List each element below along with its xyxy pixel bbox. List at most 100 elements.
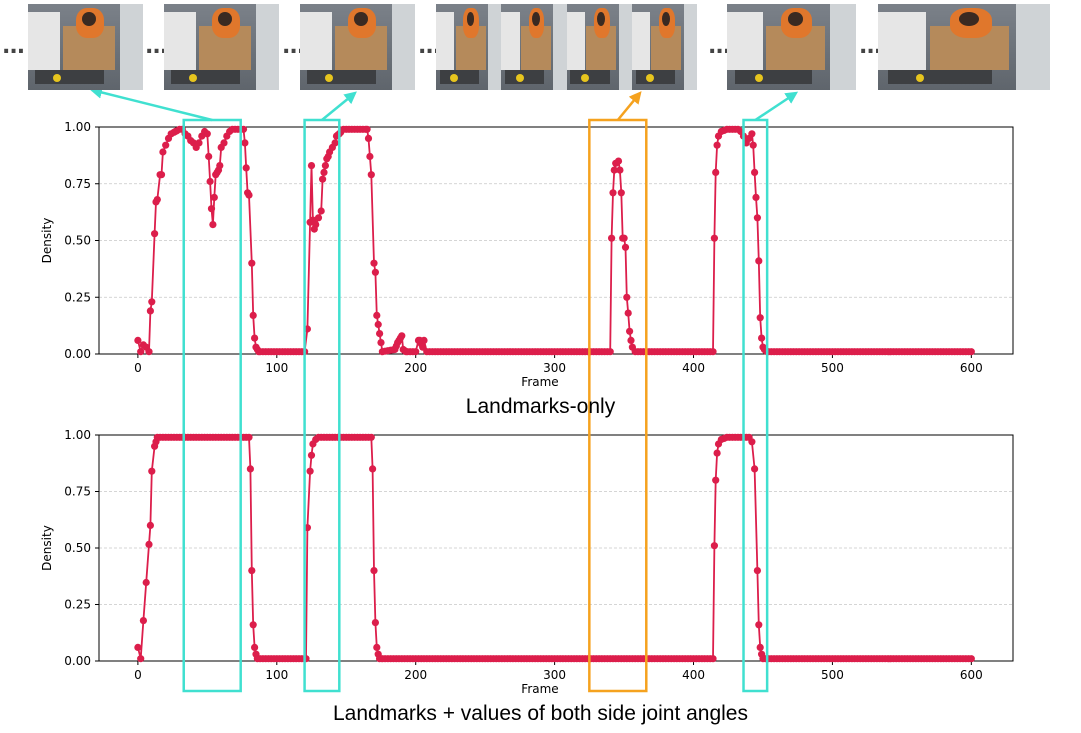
data-point bbox=[712, 168, 720, 176]
data-point bbox=[307, 451, 316, 459]
highlight-arrow bbox=[754, 91, 799, 122]
data-point bbox=[157, 171, 166, 179]
video-frame-thumbnail bbox=[28, 4, 143, 90]
ellipsis: ... bbox=[2, 34, 25, 59]
frame-scene bbox=[436, 4, 502, 90]
data-point bbox=[713, 141, 721, 149]
data-point bbox=[364, 134, 373, 142]
data-point bbox=[374, 320, 382, 329]
data-point bbox=[137, 348, 145, 356]
data-point bbox=[373, 311, 381, 319]
data-point bbox=[331, 139, 339, 147]
data-point bbox=[203, 130, 211, 138]
data-point bbox=[606, 348, 614, 356]
y-tick-label: 1.00 bbox=[64, 120, 91, 134]
data-point bbox=[620, 234, 628, 242]
data-point bbox=[758, 334, 766, 342]
data-point bbox=[610, 166, 618, 174]
caption-landmarks-joint-angles: Landmarks + values of both side joint an… bbox=[332, 702, 748, 725]
data-point bbox=[624, 309, 632, 317]
data-point bbox=[321, 162, 329, 170]
data-point bbox=[370, 567, 378, 575]
data-point bbox=[373, 643, 381, 652]
data-point bbox=[216, 162, 224, 170]
data-point bbox=[363, 125, 371, 133]
y-tick-label: 1.00 bbox=[64, 428, 91, 442]
data-point bbox=[206, 177, 214, 186]
y-tick-label: 0.00 bbox=[64, 654, 91, 668]
data-point bbox=[134, 643, 142, 652]
data-point bbox=[137, 655, 145, 663]
data-point bbox=[367, 171, 375, 179]
x-tick-label: 200 bbox=[404, 668, 427, 682]
data-point bbox=[162, 141, 170, 149]
data-point bbox=[398, 332, 406, 340]
data-point bbox=[967, 655, 975, 663]
data-point bbox=[242, 164, 250, 172]
data-point bbox=[371, 268, 379, 276]
data-point bbox=[220, 139, 228, 147]
data-point bbox=[306, 467, 314, 475]
data-point bbox=[151, 230, 159, 238]
y-tick-label: 0.75 bbox=[64, 485, 91, 499]
ellipsis: ... bbox=[145, 34, 168, 59]
data-point bbox=[755, 621, 763, 629]
data-point bbox=[241, 139, 249, 147]
x-tick-label: 500 bbox=[821, 668, 844, 682]
data-point bbox=[756, 314, 764, 322]
data-point bbox=[207, 205, 216, 213]
y-axis-label: Density bbox=[40, 525, 54, 571]
y-axis-label: Density bbox=[40, 218, 54, 264]
data-point bbox=[195, 139, 203, 147]
x-tick-label: 100 bbox=[265, 668, 288, 682]
frame-scene bbox=[28, 4, 143, 90]
data-point bbox=[205, 152, 213, 161]
data-point bbox=[251, 643, 259, 652]
data-point bbox=[245, 191, 253, 199]
data-point bbox=[307, 162, 316, 170]
data-point bbox=[319, 175, 327, 183]
video-frame-thumbnail bbox=[300, 4, 415, 90]
data-point bbox=[713, 449, 721, 457]
data-point bbox=[367, 433, 375, 441]
data-point bbox=[153, 196, 161, 204]
x-tick-label: 500 bbox=[821, 361, 844, 375]
data-point bbox=[710, 542, 719, 550]
data-point bbox=[370, 259, 378, 267]
data-point bbox=[752, 193, 760, 201]
x-tick-label: 600 bbox=[960, 668, 983, 682]
data-point bbox=[709, 655, 717, 663]
y-tick-label: 0.50 bbox=[64, 541, 91, 555]
data-point bbox=[248, 567, 256, 575]
data-point bbox=[376, 330, 384, 338]
x-tick-label: 0 bbox=[134, 668, 142, 682]
data-point bbox=[412, 348, 420, 356]
data-point bbox=[626, 327, 634, 335]
video-frame-thumbnail bbox=[878, 4, 1050, 90]
x-tick-label: 200 bbox=[404, 361, 427, 375]
ellipsis: ... bbox=[859, 34, 882, 59]
data-point bbox=[967, 348, 975, 356]
data-point bbox=[608, 234, 616, 242]
highlight-layer bbox=[89, 86, 799, 693]
frame-scene bbox=[631, 4, 697, 90]
data-point bbox=[312, 221, 320, 229]
data-point bbox=[377, 339, 385, 347]
chart-1: 0.00 0.25 0.50 0.75 1.00 0 100 200 300 400 500 600 F… bbox=[40, 120, 1014, 389]
frame-scene bbox=[878, 4, 1050, 90]
x-axis-label: Frame bbox=[521, 375, 558, 389]
data-point bbox=[159, 148, 167, 156]
data-point bbox=[753, 567, 762, 575]
data-point bbox=[148, 298, 156, 306]
video-frame-thumbnail bbox=[727, 4, 856, 90]
ellipsis: ... bbox=[418, 34, 441, 59]
data-point bbox=[142, 578, 150, 587]
data-point bbox=[146, 307, 154, 315]
data-point bbox=[317, 207, 325, 215]
x-tick-label: 300 bbox=[543, 361, 566, 375]
data-point bbox=[145, 540, 153, 549]
data-point bbox=[146, 521, 154, 530]
y-tick-label: 0.25 bbox=[64, 290, 91, 304]
data-point bbox=[748, 438, 756, 446]
